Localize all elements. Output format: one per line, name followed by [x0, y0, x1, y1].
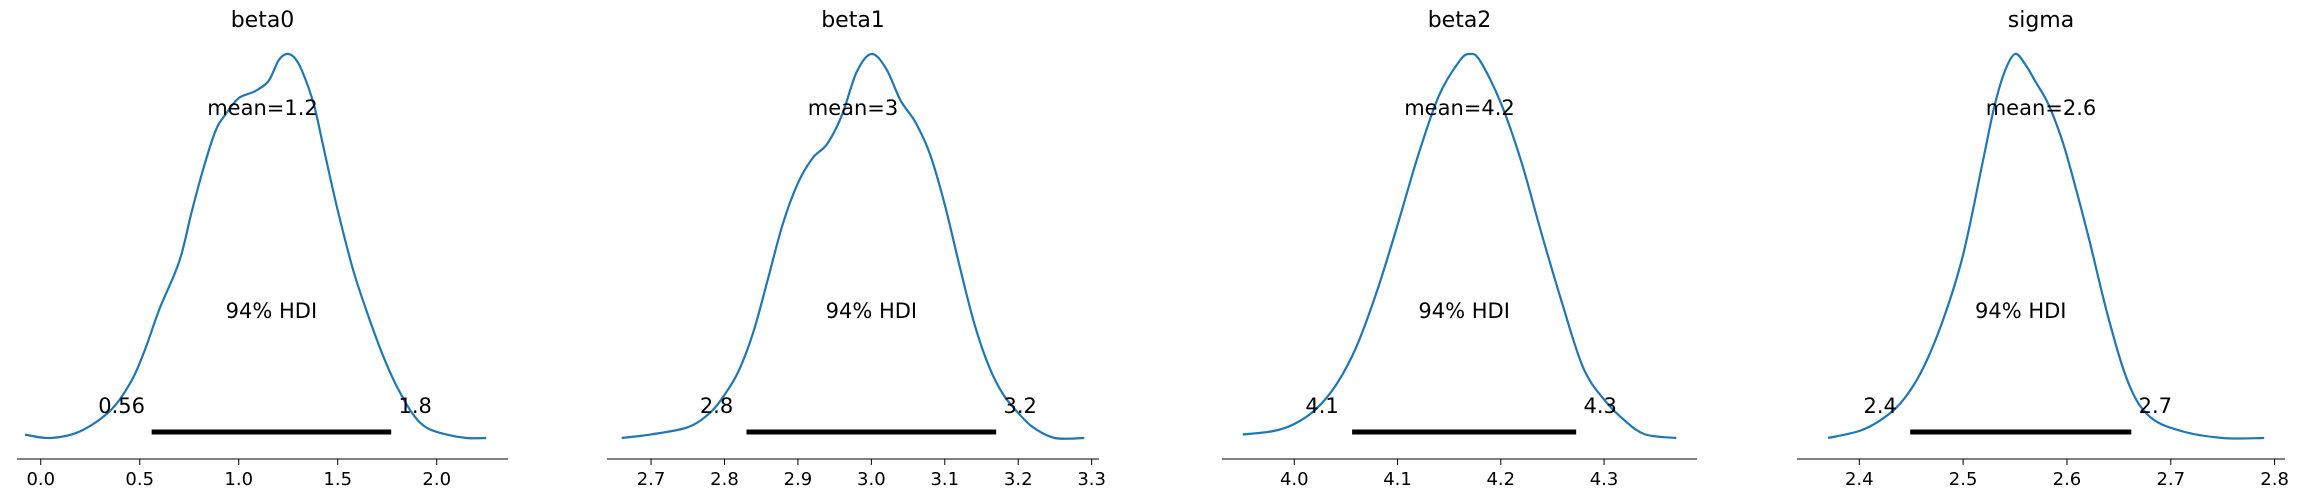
x-tick-label: 2.7: [637, 469, 666, 490]
panel-title: sigma: [2008, 8, 2074, 33]
hdi-label: 94% HDI: [826, 299, 918, 323]
mean-label: mean=2.6: [1986, 96, 2097, 120]
panel-title: beta2: [1428, 8, 1492, 33]
hdi-label: 94% HDI: [1975, 299, 2067, 323]
x-tick-label: 2.8: [2260, 469, 2289, 490]
density-curve: [24, 52, 487, 440]
hdi-label: 94% HDI: [1418, 299, 1510, 323]
hdi-upper-label: 1.8: [398, 394, 431, 418]
panel-beta2: beta2 mean=4.2 94% HDI 4.1 4.3 4.0 4.1 4.2 4.3: [1222, 8, 1697, 490]
x-tick-label: 2.8: [710, 469, 739, 490]
x-tick-label: 0.5: [125, 469, 154, 490]
hdi-upper-label: 2.7: [2139, 394, 2172, 418]
mean-label: mean=4.2: [1404, 96, 1515, 120]
x-tick-label: 3.3: [1077, 469, 1106, 490]
hdi-upper-label: 4.3: [1583, 394, 1616, 418]
density-curve: [1242, 52, 1677, 440]
density-curve: [1827, 52, 2265, 440]
hdi-lower-label: 2.4: [1863, 394, 1896, 418]
x-tick-label: 2.6: [2053, 469, 2082, 490]
x-tick-label: 3.0: [857, 469, 886, 490]
x-tick-label: 2.5: [1949, 469, 1978, 490]
panel-sigma: sigma mean=2.6 94% HDI 2.4 2.7 2.4 2.5 2.6 2.7 2.…: [1797, 8, 2289, 490]
x-tick-label: 2.7: [2156, 469, 2185, 490]
hdi-upper-label: 3.2: [1003, 394, 1036, 418]
x-tick-label: 4.0: [1280, 469, 1309, 490]
density-curve: [621, 52, 1085, 440]
hdi-lower-label: 4.1: [1305, 394, 1338, 418]
x-tick-label: 4.2: [1486, 469, 1515, 490]
x-tick-label: 2.4: [1845, 469, 1874, 490]
hdi-label: 94% HDI: [226, 299, 318, 323]
panel-beta1: beta1 mean=3 94% HDI 2.8 3.2 2.7 2.8 2.9 3.0 3.1 3…: [607, 8, 1106, 490]
x-tick-label: 0.0: [26, 469, 55, 490]
x-tick-label: 2.9: [784, 469, 813, 490]
x-tick-label: 1.5: [323, 469, 352, 490]
mean-label: mean=1.2: [207, 96, 318, 120]
x-tick-label: 1.0: [224, 469, 253, 490]
panel-title: beta0: [231, 8, 295, 33]
hdi-lower-label: 0.56: [98, 394, 145, 418]
x-tick-label: 3.2: [1004, 469, 1033, 490]
panel-beta0: beta0 mean=1.2 94% HDI 0.56 1.8 0.0 0.5 1.0 1.5 2…: [17, 8, 508, 490]
x-tick-label: 4.3: [1590, 469, 1619, 490]
x-tick-label: 4.1: [1383, 469, 1412, 490]
x-tick-label: 3.1: [930, 469, 959, 490]
x-tick-label: 2.0: [422, 469, 451, 490]
mean-label: mean=3: [808, 96, 899, 120]
panel-title: beta1: [821, 8, 885, 33]
hdi-lower-label: 2.8: [700, 394, 733, 418]
